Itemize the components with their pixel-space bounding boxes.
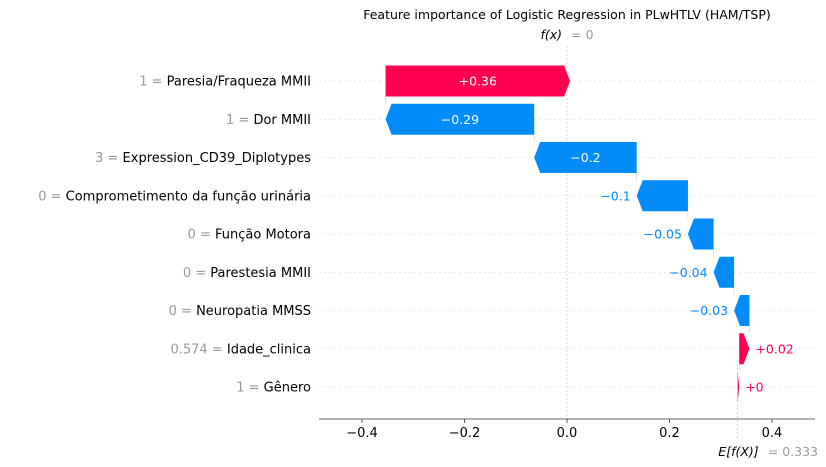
base-label: E[f(X)] xyxy=(718,444,758,459)
x-axis: −0.4 −0.2 0.0 0.2 0.4 xyxy=(319,418,815,441)
bar-value-label: −0.03 xyxy=(690,303,728,318)
feature-value: 3 = xyxy=(95,151,122,166)
feature-name: Neuropatia MMSS xyxy=(196,304,311,319)
feature-name: Paresia/Fraqueza MMII xyxy=(167,75,311,90)
feature-label: 3 = Expression_CD39_Diplotypes xyxy=(95,151,311,166)
waterfall-bar xyxy=(737,371,740,403)
feature-name: Dor MMII xyxy=(253,113,311,128)
bar-value-label: −0.2 xyxy=(570,150,600,165)
feature-value: 1 = xyxy=(226,113,253,128)
fx-annotation: f(x) = 0 xyxy=(540,24,593,43)
waterfall-bar xyxy=(385,65,571,97)
feature-value: 0 = xyxy=(188,228,215,243)
base-annotation: E[f(X)] = 0.333 xyxy=(718,441,818,460)
bar-value-label: −0.29 xyxy=(441,112,479,127)
feature-value: 1 = xyxy=(236,381,263,396)
bar-value-label: −0.04 xyxy=(669,265,707,280)
x-tick-label: 0.2 xyxy=(659,426,680,441)
x-tick-label: 0.0 xyxy=(557,426,578,441)
feature-label: 0 = Neuropatia MMSS xyxy=(169,304,311,319)
feature-label: 1 = Paresia/Fraqueza MMII xyxy=(139,75,311,90)
feature-value: 1 = xyxy=(139,75,166,90)
feature-label: 0 = Parestesia MMII xyxy=(183,266,311,281)
feature-name: Gênero xyxy=(264,381,311,396)
waterfall-bar xyxy=(687,218,714,250)
feature-label: 1 = Dor MMII xyxy=(226,113,311,128)
waterfall-bar xyxy=(534,142,637,173)
fx-value: = 0 xyxy=(571,27,593,42)
waterfall-bar xyxy=(734,295,750,326)
feature-name: Comprometimento da função urinária xyxy=(66,189,311,204)
feature-label: 0.574 = Idade_clinica xyxy=(170,342,311,357)
bar-value-label: −0.1 xyxy=(600,188,630,203)
feature-name: Parestesia MMII xyxy=(210,266,311,281)
feature-value: 0 = xyxy=(183,266,210,281)
waterfall-bar xyxy=(713,256,735,288)
feature-name: Expression_CD39_Diplotypes xyxy=(123,151,312,166)
waterfall-bar xyxy=(385,103,535,135)
fx-label: f(x) xyxy=(540,27,562,42)
feature-value: 0 = xyxy=(169,304,196,319)
feature-label: 0 = Função Motora xyxy=(188,228,311,243)
x-tick-label: −0.2 xyxy=(449,426,481,441)
feature-value: 0 = xyxy=(38,189,65,204)
feature-name: Função Motora xyxy=(215,228,311,243)
chart-title: Feature importance of Logistic Regressio… xyxy=(363,7,771,22)
waterfall-bar xyxy=(636,180,688,212)
bar-value-label: +0 xyxy=(745,380,763,395)
bar-value-label: −0.05 xyxy=(644,227,682,242)
feature-label: 1 = Gênero xyxy=(236,381,311,396)
x-tick-label: −0.4 xyxy=(346,426,378,441)
bar-value-label: +0.02 xyxy=(755,341,793,356)
bars-group: +0.36 −0.29 −0.2 −0.1 −0.05 −0.04 −0.03 +0.02 +0 xyxy=(385,65,794,403)
base-value: = 0.333 xyxy=(768,444,818,459)
waterfall-bar xyxy=(739,333,750,365)
feature-name: Idade_clinica xyxy=(227,342,311,357)
feature-value: 0.574 = xyxy=(170,342,226,357)
bar-value-label: +0.36 xyxy=(459,74,497,89)
x-tick-label: 0.4 xyxy=(762,426,783,441)
feature-label: 0 = Comprometimento da função urinária xyxy=(38,189,311,204)
